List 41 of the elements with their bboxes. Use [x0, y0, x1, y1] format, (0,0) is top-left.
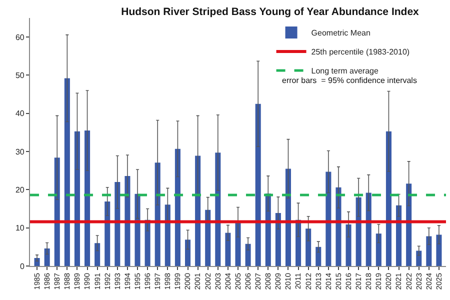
bar: [44, 248, 50, 266]
y-tick-label: 20: [15, 185, 25, 194]
legend-label: 25th percentile (1983-2010): [311, 48, 410, 57]
bar: [174, 148, 180, 266]
y-tick-label: 40: [15, 109, 25, 118]
bar: [74, 131, 80, 266]
bar: [255, 104, 261, 266]
bar: [436, 234, 442, 266]
bar: [164, 204, 170, 266]
y-tick-label: 60: [15, 32, 25, 42]
bar: [84, 130, 90, 266]
legend-label: Geometric Mean: [311, 28, 370, 38]
bar: [346, 224, 352, 266]
legend-label: Long term average: [311, 66, 379, 76]
bar: [416, 250, 422, 266]
y-tick-label: 10: [15, 224, 25, 233]
bar: [235, 222, 241, 266]
bar: [64, 78, 70, 266]
bar: [124, 176, 130, 266]
bar: [245, 244, 251, 266]
bar: [275, 212, 281, 266]
bar: [396, 205, 402, 266]
y-tick-label: 50: [15, 71, 25, 80]
bar: [285, 168, 291, 266]
bar: [205, 210, 211, 266]
bar: [376, 234, 382, 266]
bar: [225, 232, 231, 266]
bar: [94, 243, 100, 266]
bar: [316, 246, 322, 266]
bar: [195, 156, 201, 266]
bar: [185, 240, 191, 266]
bar: [426, 236, 432, 266]
bar: [386, 131, 392, 266]
bar: [104, 202, 110, 266]
y-tick-label: 30: [15, 147, 25, 156]
chart-title: Hudson River Striped Bass Young of Year Abundance Index: [121, 6, 420, 18]
annotation: error bars = 95% confidence intervals: [282, 76, 417, 85]
bar: [366, 192, 372, 266]
bar: [406, 184, 412, 266]
bar: [306, 228, 312, 266]
y-tick-label: 0: [20, 262, 25, 271]
